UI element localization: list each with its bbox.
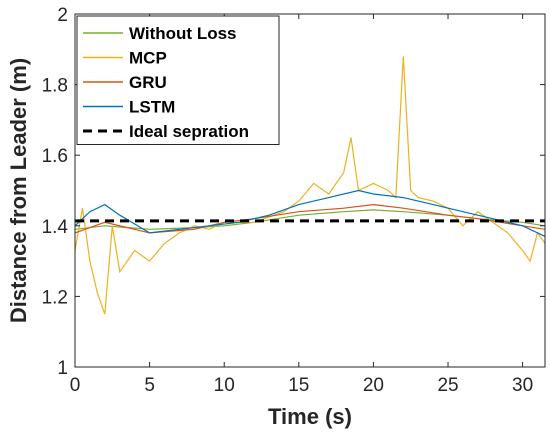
x-tick-label: 15	[288, 375, 309, 396]
plot-layer	[75, 56, 545, 315]
plot-frame	[74, 13, 546, 368]
legend-label: LSTM	[129, 98, 175, 117]
x-axis-title: Time (s)	[268, 404, 352, 429]
legend-label: Without Loss	[129, 24, 237, 43]
y-tick-label: 2	[57, 5, 68, 26]
series-line-lstm	[75, 189, 545, 237]
legend: Without Loss MCP GRU LSTM Ideal sepration	[76, 15, 280, 145]
x-tick-label: 25	[437, 375, 458, 396]
x-tick-label: 30	[512, 375, 533, 396]
y-tick-label: 1.2	[42, 287, 68, 308]
legend-box	[76, 15, 280, 145]
x-tick-label: 20	[363, 375, 384, 396]
y-tick-label: 1.4	[42, 217, 69, 238]
x-tick-label: 0	[70, 375, 81, 396]
axes-layer: 0 5 10 15 20 25 30 1 1.2 1.4 1.6 1.8 2 Time (s) Distan…	[6, 5, 546, 429]
y-axis-title: Distance from Leader (m)	[6, 58, 31, 323]
x-tick-label: 10	[214, 375, 235, 396]
y-tick-label: 1	[57, 358, 68, 379]
legend-label: Ideal sepration	[129, 122, 249, 141]
y-tick-label: 1.8	[42, 76, 68, 97]
legend-label: GRU	[129, 73, 167, 92]
y-tick-label: 1.6	[42, 146, 68, 167]
x-tick-label: 5	[144, 375, 155, 396]
legend-label: MCP	[129, 49, 167, 68]
series-line-without-loss	[75, 209, 545, 230]
